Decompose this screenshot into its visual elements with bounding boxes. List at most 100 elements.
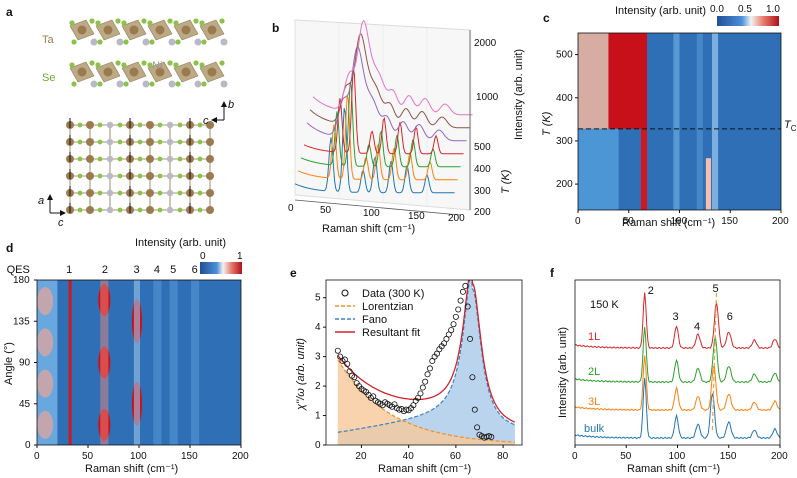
ni-atom (166, 189, 174, 197)
se-atom (71, 39, 77, 45)
d-mode-label-5: 5 (170, 264, 176, 276)
ta-atom (146, 206, 154, 214)
b-series-450K (309, 32, 470, 129)
se-atom (175, 39, 181, 45)
se-atom (95, 62, 101, 68)
waterfall-3d-chart (294, 19, 473, 216)
se-atom (137, 173, 143, 179)
e-data-point (493, 0, 498, 3)
e-data-point (452, 313, 459, 320)
c-ytick-label: 400 (556, 93, 573, 104)
ni-atom (106, 172, 114, 180)
c-phonon-band (711, 33, 719, 210)
d-ytick-label: 0 (25, 440, 31, 451)
e-ytick-label: 5 (315, 293, 321, 304)
e-ylabel: χ''/ω (arb. unit) (295, 338, 307, 411)
d-mode-1 (68, 280, 72, 445)
se-atom (201, 39, 207, 45)
ni-atom (166, 172, 174, 180)
d-ytick-label: 45 (19, 399, 31, 410)
panel-label-d: d (6, 241, 13, 255)
panel-label-c: c (543, 11, 550, 25)
d-qes-lobe (37, 410, 54, 439)
f-series-bulk: bulk (584, 423, 605, 435)
e-data-point (344, 360, 351, 367)
d-qes-lobe (37, 246, 53, 274)
e-data-point (505, 0, 510, 3)
d-mode-3 (133, 280, 141, 445)
d-qes-lobe (37, 328, 54, 357)
se-atom (197, 190, 203, 196)
f-xtick-label: 0 (572, 451, 578, 462)
ta-atom (146, 155, 154, 163)
se-atom (197, 156, 203, 162)
e-data-point (422, 378, 429, 385)
c-cbar-tick-05: 0.5 (738, 4, 752, 15)
c-ytick-label: 300 (556, 136, 573, 147)
ta-atom (103, 25, 113, 35)
se-atom (117, 156, 123, 162)
f-series-2L: 2L (588, 366, 600, 378)
f-spectrum-bulk (575, 377, 780, 440)
b-series-200K (294, 108, 455, 194)
ni-atom (220, 80, 228, 88)
ta-atom (206, 206, 214, 214)
panel-label-a: a (6, 5, 13, 19)
f-xtick-label: 150 (720, 451, 737, 462)
ta-atom (129, 25, 139, 35)
ni-atom (90, 38, 98, 46)
d-qes-lobe (37, 287, 54, 316)
d-mode-label-4: 4 (154, 264, 160, 276)
ni-atom (194, 80, 202, 88)
b-series-300K (300, 82, 461, 168)
d-ytick-label: 90 (19, 358, 31, 369)
ni-atom (106, 138, 114, 146)
axis-label-c-bottom: c (58, 217, 64, 229)
e-data-point (510, 0, 515, 3)
panel-label-f: f (550, 266, 555, 280)
f-peak-label-4: 4 (694, 321, 700, 333)
axis-label-a: a (38, 195, 44, 207)
d-xtick-label: 100 (130, 451, 147, 462)
ta-atom (146, 138, 154, 146)
se-atom (167, 18, 173, 24)
e-axes: 20 40 60 80 0 1 2 3 4 5 (315, 293, 509, 462)
e-data-point (503, 0, 508, 3)
e-data-point (483, 433, 490, 440)
d-mode-label-6: 6 (192, 264, 198, 276)
panel-label-b: b (272, 21, 279, 35)
f-peak-labels: 2 3 4 5 6 (648, 283, 733, 333)
se-atom (69, 20, 75, 26)
e-legend-fano: Fano (362, 314, 387, 326)
se-atom (117, 207, 123, 213)
e-data-point (474, 424, 481, 431)
se-atom (177, 122, 183, 128)
ta-atom (86, 121, 94, 129)
ta-atom (181, 25, 191, 35)
se-atom (117, 173, 123, 179)
e-data-point (464, 303, 471, 310)
se-atom (121, 62, 127, 68)
e-legend-lorentzian: Lorentzian (362, 301, 413, 313)
se-atom (97, 122, 103, 128)
c-cbar-tick-0: 0.0 (710, 4, 724, 15)
ta-atom (146, 121, 154, 129)
d-mode-label-QES: QES (7, 264, 30, 276)
d-mode-label-2: 2 (102, 264, 108, 276)
d-mode-label-3: 3 (133, 264, 139, 276)
e-data-point (459, 288, 466, 295)
f-peak-label-3: 3 (672, 311, 678, 323)
c-xtick-label: 0 (575, 216, 581, 227)
ni-atom (168, 38, 176, 46)
c-mode-broad-peak (608, 33, 648, 129)
e-data-point (450, 321, 457, 328)
e-xlabel: Raman shift (cm⁻¹) (378, 463, 471, 475)
ni-atom (106, 155, 114, 163)
e-data-point (512, 0, 517, 3)
ni-atom (90, 80, 98, 88)
ni-atom (166, 121, 174, 129)
se-atom (197, 173, 203, 179)
b-xlabel: Raman shift (cm⁻¹) (322, 223, 415, 235)
se-atom (97, 173, 103, 179)
c-low-t-peak (705, 158, 711, 210)
